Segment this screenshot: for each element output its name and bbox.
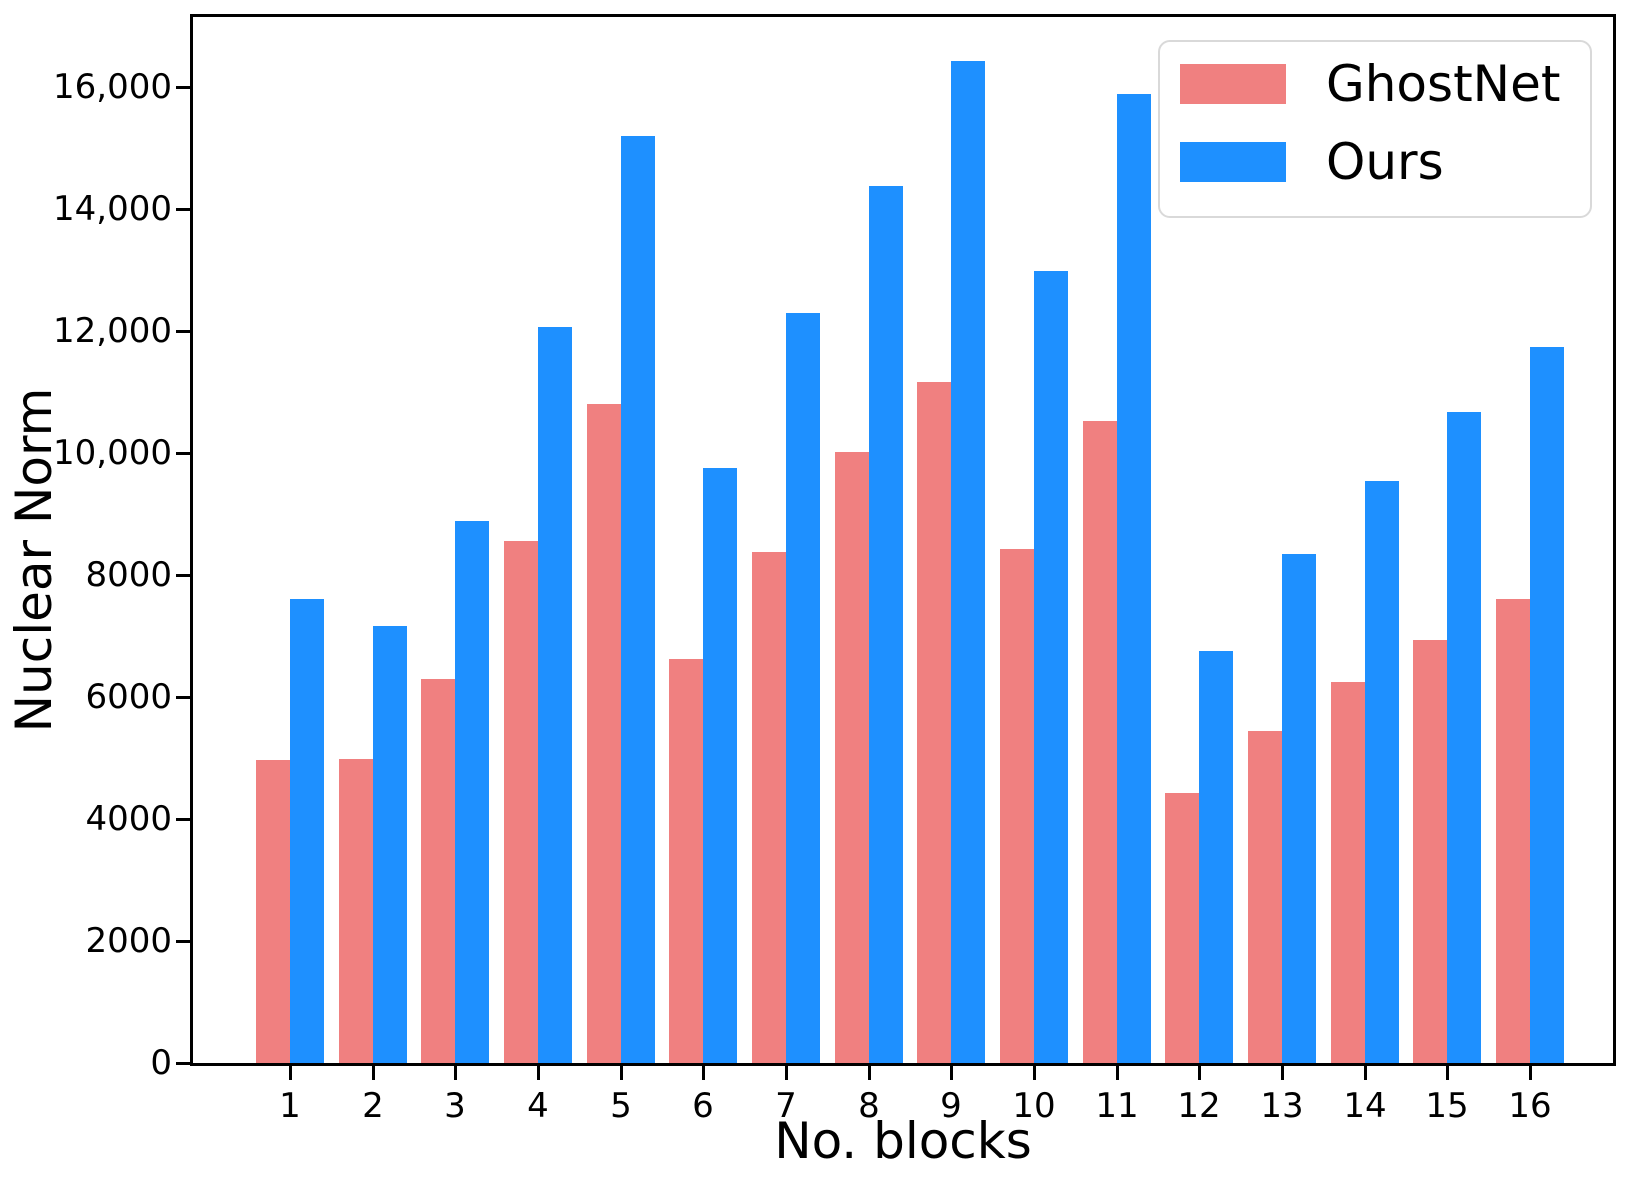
bar-ours-15 <box>1447 412 1481 1063</box>
x-tick-mark <box>702 1066 705 1080</box>
bar-ghostnet-8 <box>835 452 869 1063</box>
x-tick-label: 10 <box>1012 1086 1056 1126</box>
x-tick-label: 14 <box>1343 1086 1387 1126</box>
y-tick-mark <box>176 330 190 333</box>
x-tick-mark <box>1033 1066 1036 1080</box>
x-tick-mark <box>950 1066 953 1080</box>
bar-ghostnet-13 <box>1248 731 1282 1063</box>
y-tick-mark <box>176 1062 190 1065</box>
x-tick-label: 13 <box>1260 1086 1304 1126</box>
bar-ours-12 <box>1199 651 1233 1063</box>
bar-ghostnet-7 <box>752 552 786 1063</box>
y-tick-label: 12,000 <box>53 311 172 351</box>
x-tick-mark <box>372 1066 375 1080</box>
y-tick-label: 6000 <box>85 677 172 717</box>
bar-ghostnet-12 <box>1165 793 1199 1063</box>
x-tick-label: 15 <box>1425 1086 1469 1126</box>
x-tick-label: 11 <box>1095 1086 1139 1126</box>
legend-swatch-ghostnet <box>1180 64 1286 104</box>
bar-ghostnet-2 <box>339 759 373 1063</box>
bar-ours-13 <box>1282 554 1316 1063</box>
bar-ghostnet-10 <box>1000 549 1034 1063</box>
x-tick-label: 6 <box>692 1086 714 1126</box>
legend-label-ghostnet: GhostNet <box>1326 55 1561 113</box>
x-tick-mark <box>1529 1066 1532 1080</box>
y-tick-mark <box>176 940 190 943</box>
bar-ghostnet-15 <box>1413 640 1447 1063</box>
bar-ours-5 <box>621 136 655 1063</box>
bar-ghostnet-11 <box>1083 421 1117 1063</box>
bar-ours-2 <box>373 626 407 1063</box>
bar-ghostnet-9 <box>917 382 951 1063</box>
x-tick-mark <box>1116 1066 1119 1080</box>
y-tick-mark <box>176 574 190 577</box>
x-tick-label: 1 <box>279 1086 301 1126</box>
bar-ours-8 <box>869 186 903 1063</box>
y-tick-mark <box>176 696 190 699</box>
y-tick-label: 8000 <box>85 555 172 595</box>
x-tick-label: 4 <box>527 1086 549 1126</box>
y-tick-mark <box>176 208 190 211</box>
bar-ours-6 <box>703 468 737 1063</box>
x-tick-mark <box>1364 1066 1367 1080</box>
y-tick-label: 16,000 <box>53 67 172 107</box>
x-tick-label: 8 <box>858 1086 880 1126</box>
x-tick-label: 12 <box>1177 1086 1221 1126</box>
legend-label-ours: Ours <box>1326 133 1444 191</box>
x-tick-label: 7 <box>775 1086 797 1126</box>
x-tick-mark <box>1281 1066 1284 1080</box>
legend-swatch-ours <box>1180 142 1286 182</box>
x-tick-mark <box>289 1066 292 1080</box>
legend-item-ours: Ours <box>1180 133 1444 191</box>
x-tick-label: 3 <box>444 1086 466 1126</box>
y-tick-mark <box>176 818 190 821</box>
bar-ours-9 <box>951 61 985 1063</box>
bar-ours-14 <box>1365 481 1399 1063</box>
bar-ours-3 <box>455 521 489 1063</box>
x-tick-mark <box>785 1066 788 1080</box>
y-tick-label: 4000 <box>85 799 172 839</box>
bar-ghostnet-4 <box>504 541 538 1063</box>
bar-ours-10 <box>1034 271 1068 1063</box>
x-tick-mark <box>1446 1066 1449 1080</box>
y-tick-label: 2000 <box>85 921 172 961</box>
bar-ghostnet-5 <box>587 404 621 1063</box>
y-tick-label: 0 <box>150 1043 172 1083</box>
bar-ours-1 <box>290 599 324 1063</box>
legend: GhostNet Ours <box>1158 40 1592 218</box>
x-tick-mark <box>454 1066 457 1080</box>
x-tick-mark <box>537 1066 540 1080</box>
bar-ours-11 <box>1117 94 1151 1063</box>
bar-ours-4 <box>538 327 572 1063</box>
y-axis-title: Nuclear Norm <box>5 387 63 733</box>
x-tick-label: 2 <box>362 1086 384 1126</box>
y-tick-label: 14,000 <box>53 189 172 229</box>
bar-ghostnet-14 <box>1331 682 1365 1063</box>
x-axis-title: No. blocks <box>774 1112 1032 1170</box>
x-tick-label: 9 <box>940 1086 962 1126</box>
bar-ghostnet-3 <box>421 679 455 1063</box>
x-tick-label: 5 <box>610 1086 632 1126</box>
x-tick-mark <box>1198 1066 1201 1080</box>
bar-ghostnet-16 <box>1496 599 1530 1063</box>
x-tick-label: 16 <box>1508 1086 1552 1126</box>
x-tick-mark <box>868 1066 871 1080</box>
bar-ghostnet-1 <box>256 760 290 1063</box>
legend-item-ghostnet: GhostNet <box>1180 55 1560 113</box>
y-tick-label: 10,000 <box>53 433 172 473</box>
bar-ours-7 <box>786 313 820 1063</box>
x-tick-mark <box>620 1066 623 1080</box>
bar-ours-16 <box>1530 347 1564 1063</box>
bar-ghostnet-6 <box>669 659 703 1063</box>
y-tick-mark <box>176 452 190 455</box>
y-tick-mark <box>176 86 190 89</box>
